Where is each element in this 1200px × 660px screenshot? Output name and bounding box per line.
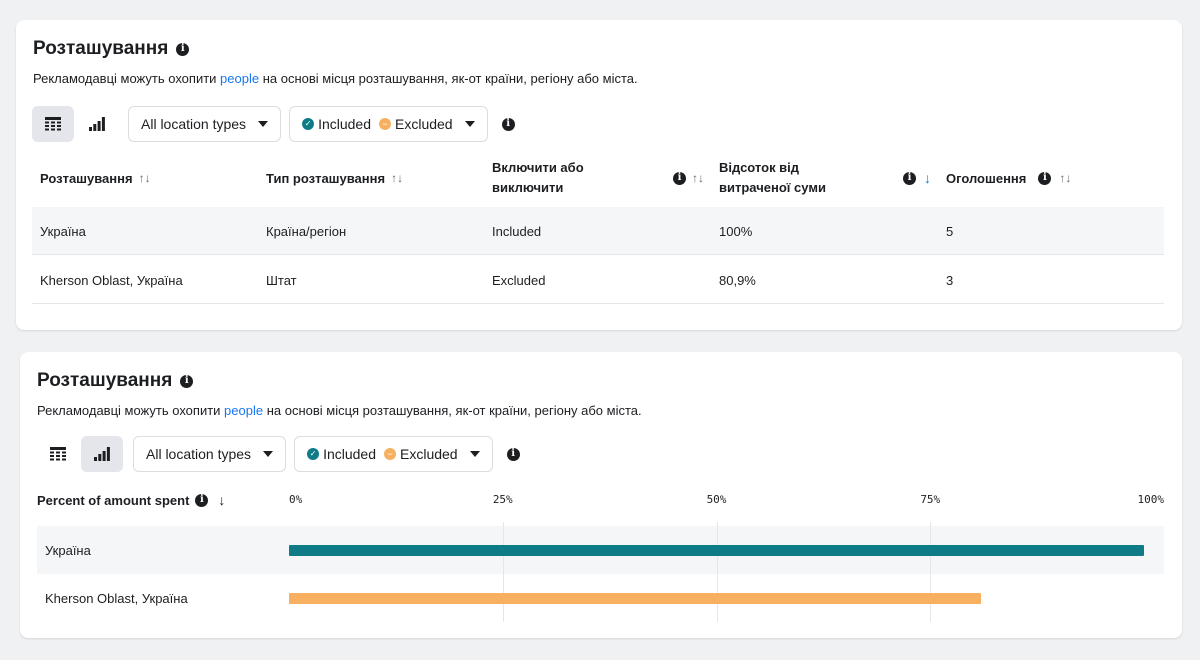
table-icon: [45, 117, 61, 131]
chart-metric-header: Percent of amount spent i ↓: [37, 492, 226, 508]
view-toggle: [37, 436, 123, 472]
panel-description: Рекламодавці можуть охопити people на ос…: [37, 403, 642, 418]
chevron-down-icon: [258, 121, 269, 127]
cell-percent: 100%: [719, 223, 753, 239]
cell-type: Штат: [266, 272, 297, 288]
chevron-down-icon: [464, 121, 475, 127]
column-header-ads[interactable]: Оголошення i ↑↓: [946, 170, 1072, 186]
inclusion-filter-dropdown[interactable]: ✓ Included − Excluded: [294, 436, 493, 472]
gridline: [502, 522, 504, 622]
locations-table-panel: Розташування i Рекламодавці можуть охопи…: [16, 20, 1182, 330]
x-tick-label: 25%: [492, 493, 513, 506]
locations-chart-panel: Розташування i Рекламодавці можуть охопи…: [20, 352, 1182, 638]
sort-icon[interactable]: ↑↓: [692, 171, 704, 185]
chevron-down-icon: [469, 451, 480, 457]
panel-title: Розташування: [33, 38, 169, 59]
column-header-spend-percent[interactable]: Відсоток від витраченої суми i ↓: [719, 160, 931, 195]
people-link[interactable]: people: [220, 71, 260, 86]
cell-location: Kherson Oblast, Україна: [40, 272, 183, 288]
sort-icon[interactable]: ↑↓: [391, 171, 404, 185]
category-label: Kherson Oblast, Україна: [45, 590, 188, 606]
minus-circle-icon: −: [379, 118, 391, 130]
chart-view-button[interactable]: [81, 436, 123, 472]
bar-excluded[interactable]: [289, 593, 981, 604]
gridline: [716, 522, 718, 622]
panel-description: Рекламодавці можуть охопити people на ос…: [33, 71, 638, 86]
sort-descending-icon[interactable]: ↓: [218, 492, 226, 508]
cell-location: Україна: [40, 223, 86, 239]
column-header-type[interactable]: Тип розташування ↑↓: [266, 170, 404, 186]
cell-percent: 80,9%: [719, 272, 756, 288]
location-type-dropdown[interactable]: All location types: [133, 436, 287, 472]
info-icon[interactable]: i: [506, 447, 520, 461]
cell-status: Excluded: [492, 272, 546, 288]
location-type-dropdown[interactable]: All location types: [128, 106, 282, 142]
info-icon[interactable]: i: [903, 171, 916, 185]
chart-view-button[interactable]: [76, 106, 118, 142]
bar-chart-icon: [89, 117, 105, 131]
info-icon[interactable]: i: [501, 117, 515, 131]
table-row[interactable]: Україна Країна/регіон Included 100% 5: [32, 207, 1164, 255]
cell-status: Included: [492, 223, 542, 239]
people-link[interactable]: people: [224, 403, 264, 418]
info-icon[interactable]: i: [673, 171, 686, 185]
check-circle-icon: ✓: [307, 448, 320, 460]
table-row[interactable]: Kherson Oblast, Україна Штат Excluded 80…: [32, 256, 1164, 304]
sort-descending-icon[interactable]: ↓: [924, 170, 931, 186]
category-label: Україна: [45, 542, 91, 558]
sort-icon[interactable]: ↑↓: [1059, 171, 1072, 185]
x-tick-label: 0%: [289, 493, 303, 506]
chevron-down-icon: [263, 451, 274, 457]
column-header-location[interactable]: Розташування ↑↓: [40, 170, 151, 186]
info-icon[interactable]: i: [176, 42, 190, 56]
info-icon[interactable]: i: [195, 493, 209, 507]
sort-icon[interactable]: ↑↓: [138, 171, 151, 185]
bar-chart-icon: [94, 447, 110, 461]
column-header-inclusion[interactable]: Включити або виключити i ↑↓: [492, 160, 704, 195]
cell-type: Країна/регіон: [266, 223, 347, 239]
chart-row: Kherson Oblast, Україна: [37, 574, 1164, 622]
info-icon[interactable]: i: [180, 374, 194, 388]
cell-ads: 3: [946, 272, 954, 288]
x-tick-label: 50%: [706, 493, 727, 506]
gridline: [930, 522, 932, 622]
table-view-button[interactable]: [32, 106, 74, 142]
x-tick-label: 100%: [1137, 493, 1165, 506]
panel-title: Розташування: [37, 370, 173, 391]
table-view-button[interactable]: [37, 436, 79, 472]
bar-included[interactable]: [289, 545, 1144, 556]
cell-ads: 5: [946, 223, 954, 239]
view-toggle: [32, 106, 118, 142]
table-icon: [50, 447, 66, 461]
table-header: Розташування ↑↓ Тип розташування ↑↓ Вклю…: [32, 150, 1164, 206]
minus-circle-icon: −: [384, 448, 396, 460]
info-icon[interactable]: i: [1038, 171, 1052, 185]
x-tick-label: 75%: [920, 493, 941, 506]
check-circle-icon: ✓: [302, 118, 315, 130]
inclusion-filter-dropdown[interactable]: ✓ Included − Excluded: [289, 106, 488, 142]
